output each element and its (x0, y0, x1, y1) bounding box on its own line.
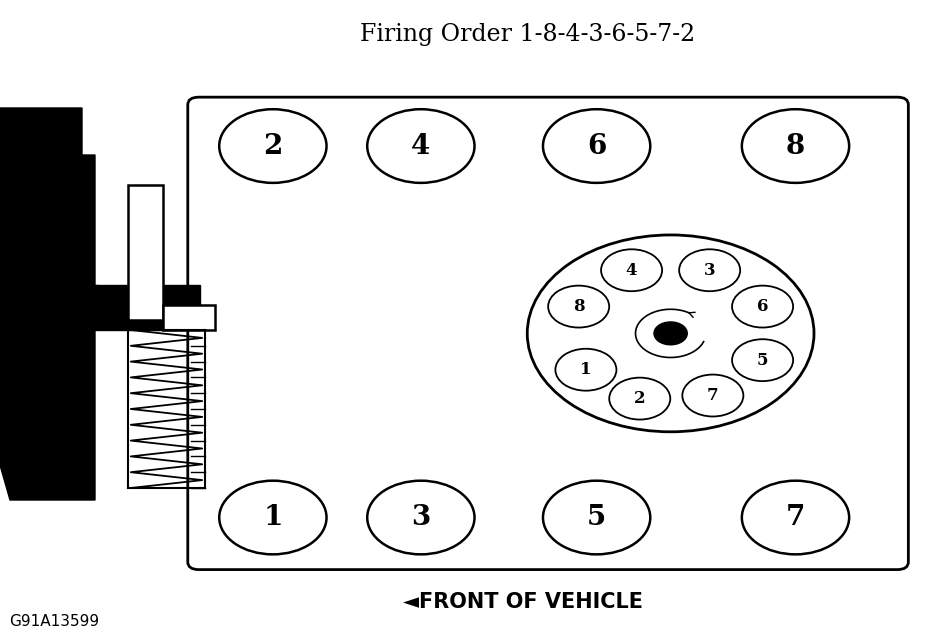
Circle shape (367, 481, 475, 554)
Text: 5: 5 (757, 352, 769, 369)
Text: 1: 1 (264, 504, 282, 531)
Circle shape (732, 339, 793, 381)
Text: 2: 2 (264, 133, 282, 159)
Text: 1: 1 (580, 361, 592, 378)
Circle shape (610, 378, 671, 420)
Text: 7: 7 (786, 504, 805, 531)
Circle shape (732, 286, 793, 328)
Text: ◄FRONT OF VEHICLE: ◄FRONT OF VEHICLE (402, 592, 643, 612)
Bar (128, 185, 163, 320)
Text: 8: 8 (573, 298, 585, 315)
Text: G91A13599: G91A13599 (9, 613, 99, 629)
Circle shape (654, 322, 687, 345)
Text: 4: 4 (412, 133, 430, 159)
Circle shape (601, 250, 662, 291)
Circle shape (543, 481, 650, 554)
Polygon shape (0, 108, 95, 500)
Circle shape (555, 349, 616, 391)
Text: 3: 3 (412, 504, 430, 531)
Circle shape (549, 286, 610, 328)
Circle shape (367, 109, 475, 183)
Circle shape (219, 481, 327, 554)
Circle shape (742, 109, 849, 183)
Polygon shape (75, 285, 97, 315)
Polygon shape (82, 285, 200, 330)
Circle shape (683, 375, 744, 417)
Bar (163, 305, 215, 330)
Text: 7: 7 (707, 387, 719, 404)
Text: 3: 3 (704, 262, 715, 279)
Circle shape (742, 481, 849, 554)
Text: 5: 5 (587, 504, 606, 531)
Circle shape (527, 235, 814, 432)
Text: 8: 8 (786, 133, 805, 159)
Text: Firing Order 1-8-4-3-6-5-7-2: Firing Order 1-8-4-3-6-5-7-2 (360, 23, 695, 46)
Text: 4: 4 (626, 262, 637, 279)
FancyBboxPatch shape (188, 97, 908, 570)
Text: 6: 6 (587, 133, 606, 159)
Circle shape (679, 250, 740, 291)
Circle shape (219, 109, 327, 183)
Text: 6: 6 (757, 298, 769, 315)
Circle shape (543, 109, 650, 183)
Text: 2: 2 (634, 390, 646, 407)
